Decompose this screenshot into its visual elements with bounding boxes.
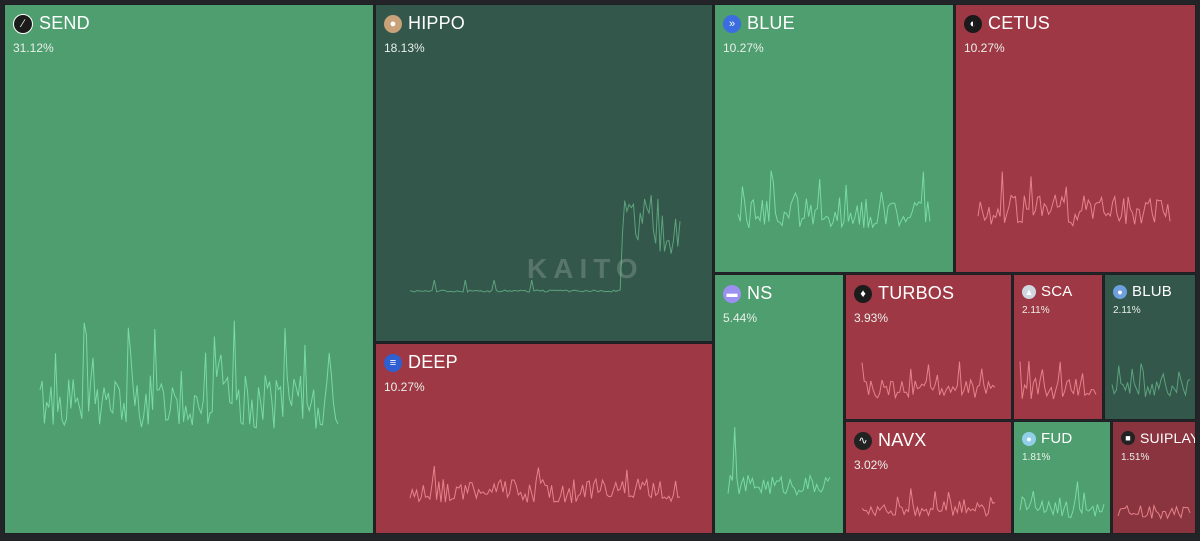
tile-name: SUIPLAY — [1140, 430, 1196, 446]
tile-header: ▲ SCA — [1022, 283, 1072, 300]
tile-send[interactable]: ∕ SEND 31.12% — [4, 4, 374, 534]
tile-percent: 1.81% — [1022, 452, 1051, 463]
tile-blub[interactable]: ● BLUB 2.11% — [1104, 274, 1196, 420]
tile-name: HIPPO — [408, 13, 466, 33]
tile-fud[interactable]: ● FUD 1.81% — [1013, 421, 1111, 534]
tile-name: SEND — [39, 13, 90, 33]
tile-percent: 3.93% — [854, 311, 889, 325]
hippo-logo-icon: ● — [384, 14, 402, 33]
tile-name: FUD — [1041, 430, 1073, 447]
turbos-logo-icon: ♦ — [854, 284, 872, 303]
suiplay-logo-icon: ■ — [1121, 431, 1135, 445]
tile-percent: 3.02% — [854, 458, 889, 472]
tile-name: SCA — [1041, 283, 1073, 300]
ns-logo-icon: ▬ — [723, 284, 741, 303]
tile-percent: 31.12% — [13, 41, 54, 55]
tile-header: » BLUE — [723, 13, 795, 34]
tile-percent: 10.27% — [723, 41, 764, 55]
tile-percent: 2.11% — [1022, 305, 1050, 316]
tile-cetus[interactable]: ◐ CETUS 10.27% — [955, 4, 1196, 273]
tile-percent: 2.11% — [1113, 305, 1141, 316]
tile-header: ∕ SEND — [13, 13, 90, 34]
tile-turbos[interactable]: ♦ TURBOS 3.93% — [845, 274, 1012, 420]
tile-percent: 1.51% — [1121, 452, 1150, 463]
tile-percent: 18.13% — [384, 41, 425, 55]
tile-ns[interactable]: ▬ NS 5.44% — [714, 274, 844, 534]
kaito-watermark: KAITO — [527, 253, 644, 284]
tile-header: ▬ NS — [723, 283, 772, 304]
tile-header: ● FUD — [1022, 430, 1072, 447]
tile-name: NS — [747, 283, 773, 303]
tile-navx[interactable]: ∿ NAVX 3.02% — [845, 421, 1012, 534]
tile-header: ∿ NAVX — [854, 430, 926, 451]
tile-header: ♦ TURBOS — [854, 283, 954, 304]
sca-logo-icon: ▲ — [1022, 284, 1036, 299]
tile-hippo[interactable]: ● HIPPO 18.13% — [375, 4, 713, 342]
fud-logo-icon: ● — [1022, 431, 1036, 446]
tile-deep[interactable]: ≡ DEEP 10.27% — [375, 343, 713, 534]
tile-name: TURBOS — [878, 283, 955, 303]
tile-percent: 10.27% — [384, 380, 425, 394]
deep-logo-icon: ≡ — [384, 353, 402, 372]
tile-percent: 10.27% — [964, 41, 1005, 55]
tile-header: ● HIPPO — [384, 13, 465, 34]
send-logo-icon: ∕ — [13, 13, 33, 34]
tile-name: CETUS — [988, 13, 1051, 33]
tile-header: ■ SUIPLAY — [1121, 430, 1196, 446]
tile-name: BLUE — [747, 13, 795, 33]
blub-logo-icon: ● — [1113, 284, 1127, 299]
tile-name: BLUB — [1132, 283, 1172, 300]
tile-percent: 5.44% — [723, 311, 758, 325]
tile-header: ≡ DEEP — [384, 352, 458, 373]
cetus-logo-icon: ◐ — [964, 14, 982, 33]
tile-header: ● BLUB — [1113, 283, 1172, 300]
navx-logo-icon: ∿ — [854, 431, 872, 450]
tile-header: ◐ CETUS — [964, 13, 1050, 34]
tile-blue[interactable]: » BLUE 10.27% — [714, 4, 954, 273]
tile-suiplay[interactable]: ■ SUIPLAY 1.51% — [1112, 421, 1196, 534]
tile-name: NAVX — [878, 430, 927, 450]
blue-logo-icon: » — [723, 14, 741, 33]
tile-name: DEEP — [408, 352, 458, 372]
tile-sca[interactable]: ▲ SCA 2.11% — [1013, 274, 1103, 420]
